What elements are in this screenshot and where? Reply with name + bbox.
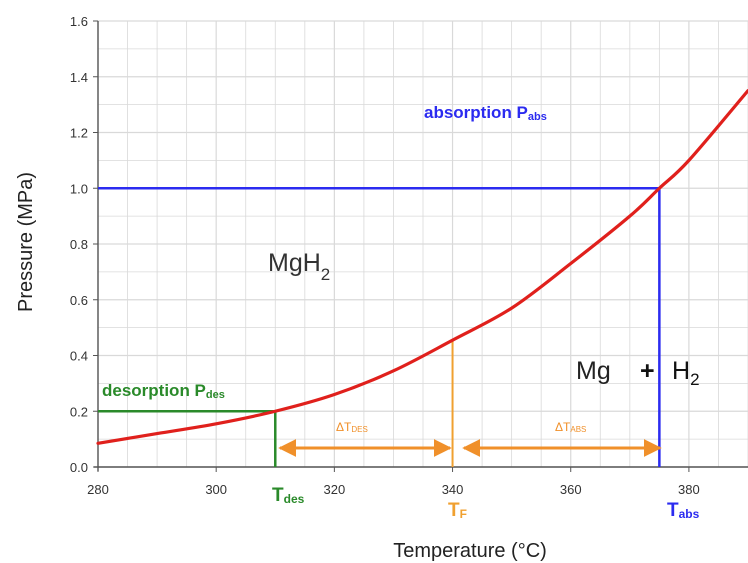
x-tick-label: 300 [205,482,227,497]
mgh2-text: MgH [268,249,321,277]
y-tick-label: 0.4 [70,349,88,364]
h2-text: H [672,357,690,385]
x-tick-label: 280 [87,482,109,497]
plus-sign: + [640,357,655,385]
t-abs-subscript: abs [679,507,700,521]
mgh2-label: MgH2 [268,249,330,284]
y-tick-label: 1.6 [70,14,88,29]
y-tick-label: 0.6 [70,293,88,308]
y-axis-title: Pressure (MPa) [15,172,37,312]
reference-lines [98,187,661,467]
y-tick-label: 1.4 [70,70,88,85]
t-f-text: T [448,500,460,521]
delta-des-text: ΔT [336,420,352,434]
t-f-subscript: F [460,507,467,521]
delta-abs-text: ΔT [555,420,571,434]
t-abs-label: Tabs [667,500,700,521]
y-tick-label: 0.0 [70,460,88,475]
x-tick-label: 380 [678,482,700,497]
y-tick-label: 0.8 [70,237,88,252]
t-abs-text: T [667,500,679,521]
x-tick-label: 320 [324,482,346,497]
x-tick-label: 360 [560,482,582,497]
absorption-label: absorption Pabs [424,103,547,123]
t-des-label: Tdes [272,485,305,506]
absorption-text: absorption P [424,103,528,122]
mgh2-subscript: 2 [321,265,330,284]
x-axis-title: Temperature (°C) [393,540,547,562]
h2-subscript: 2 [690,370,699,389]
absorption-subscript: abs [528,111,547,123]
y-tick-label: 0.2 [70,404,88,419]
axes: 280 300 320 340 360 380 0.0 0.2 0.4 0.6 0.8 1.0 1.2 1… [70,14,748,497]
delta-des-label: ΔTDES [336,420,368,434]
desorption-text: desorption P [102,381,206,400]
y-tick-label: 1.0 [70,181,88,196]
mg-label: Mg [576,357,611,385]
gridlines [97,20,748,468]
t-des-subscript: des [284,492,305,506]
equilibrium-curve [96,89,748,445]
h2-label: H2 [672,357,700,389]
t-f-label: TF [448,500,467,521]
y-tick-label: 1.2 [70,126,88,141]
delta-abs-subscript: ABS [570,425,586,434]
desorption-label: desorption Pdes [102,381,225,401]
delta-des-subscript: DES [351,425,367,434]
pressure-curve [96,89,748,445]
delta-abs-label: ΔTABS [555,420,586,434]
t-des-text: T [272,485,284,506]
x-tick-label: 340 [442,482,464,497]
desorption-subscript: des [206,389,225,401]
